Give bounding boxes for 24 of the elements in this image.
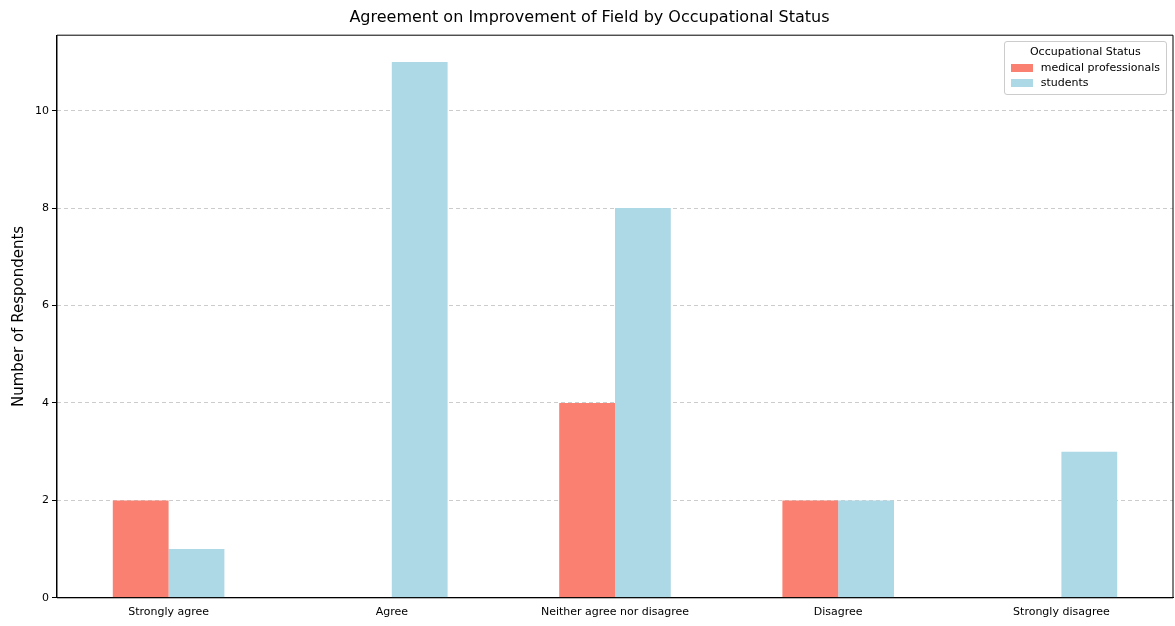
legend-label: students [1040,76,1089,90]
x-tick-label: Strongly disagree [1013,605,1110,619]
bar [1061,451,1118,598]
x-tick-label: Agree [375,605,409,619]
bar [168,549,225,598]
x-tick-label: Disagree [813,605,863,619]
y-tick-label: 10 [35,103,49,117]
x-tick-label: Neither agree nor disagree [540,605,690,619]
y-axis-title: Number of Respondents [8,225,27,408]
bar [838,500,894,598]
y-tick-label: 2 [42,493,49,507]
bar [559,402,615,598]
chart-title: Agreement on Improvement of Field by Occupational Status [349,6,830,26]
legend-title: Occupational Status [1028,45,1142,59]
x-tick-label: Strongly agree [128,605,210,619]
legend-label: medical professionals [1040,61,1160,75]
bar [112,500,169,598]
y-tick-label: 4 [42,395,49,409]
y-tick-label: 8 [42,200,49,214]
y-tick-label: 0 [42,590,49,604]
bar [391,61,448,598]
bar [615,208,671,598]
y-tick-label: 6 [42,298,49,312]
bar [782,500,839,598]
